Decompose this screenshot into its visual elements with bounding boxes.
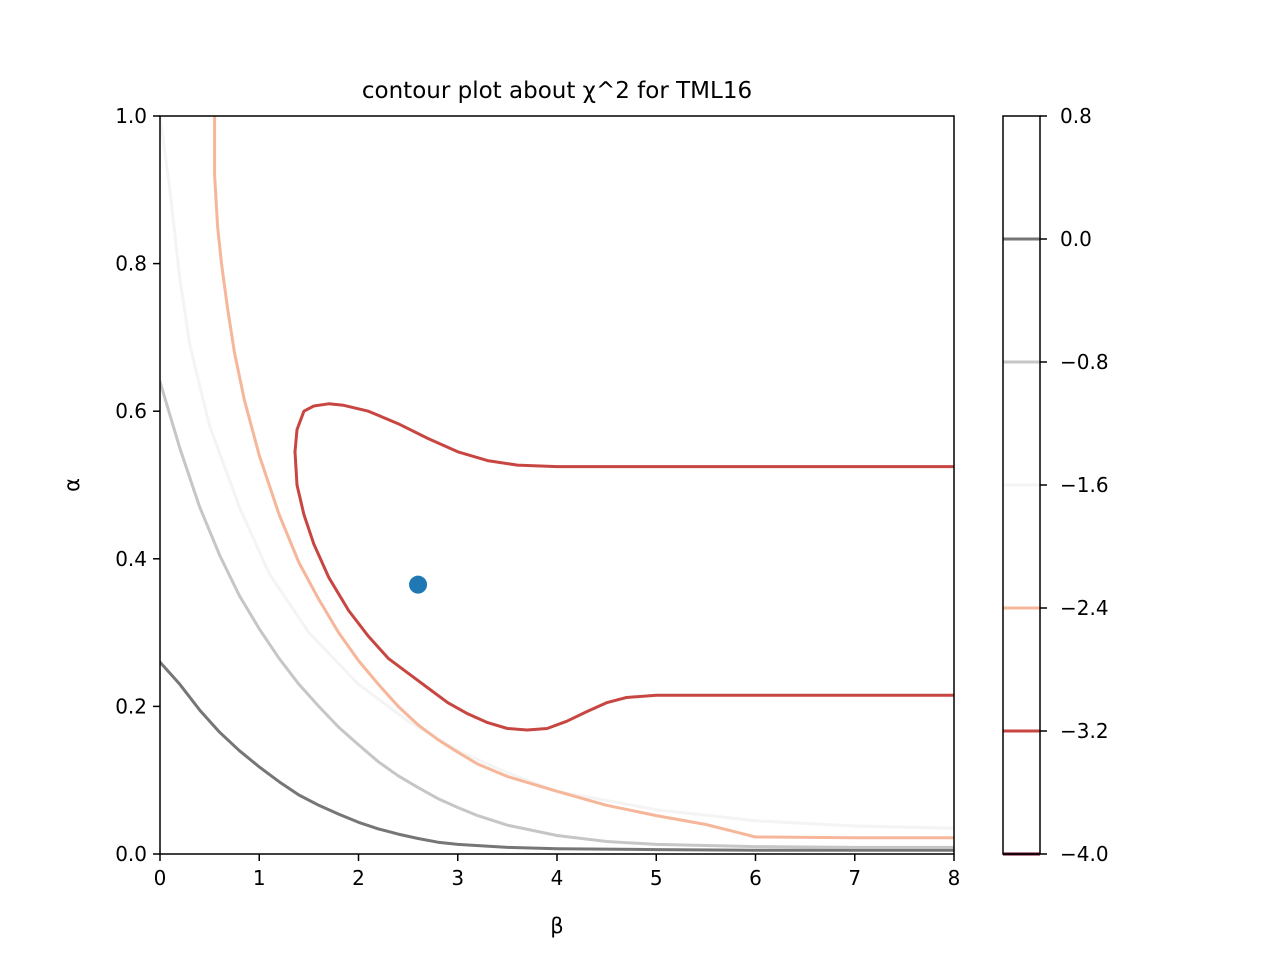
colorbar-tick-label: −0.8 bbox=[1060, 350, 1109, 374]
contour-line-4-0 bbox=[213, 116, 954, 840]
x-tick-label: 0 bbox=[154, 866, 167, 890]
y-axis-label: α bbox=[60, 478, 84, 492]
x-tick-label: 7 bbox=[848, 866, 861, 890]
x-tick-label: 3 bbox=[451, 866, 464, 890]
x-tick-label: 1 bbox=[253, 866, 266, 890]
colorbar-tick-label: −1.6 bbox=[1060, 473, 1109, 497]
y-tick-label: 0.8 bbox=[115, 252, 147, 276]
contour-line-1-0 bbox=[160, 660, 954, 852]
x-tick-label: 8 bbox=[948, 866, 961, 890]
colorbar: 0.8 0.0 −0.8 −1.6 −2.4 −3.2 −4.0 bbox=[1002, 104, 1109, 866]
contour-line-3-0 bbox=[160, 116, 954, 830]
contour-line-5-0 bbox=[293, 402, 954, 732]
y-tick-label: 0.4 bbox=[115, 547, 147, 571]
contour-line-2-0 bbox=[160, 380, 954, 849]
chart-title: contour plot about χ^2 for TML16 bbox=[362, 78, 752, 104]
colorbar-tick-label: 0.8 bbox=[1060, 104, 1092, 128]
plot-area bbox=[159, 115, 955, 855]
x-axis: 0 1 2 3 4 5 6 7 8 bbox=[154, 854, 961, 890]
x-tick-label: 4 bbox=[551, 866, 564, 890]
y-tick-label: 0.2 bbox=[115, 694, 147, 718]
y-tick-label: 0.6 bbox=[115, 399, 147, 423]
colorbar-tick-label: −3.2 bbox=[1060, 719, 1109, 743]
y-tick-label: 0.0 bbox=[115, 842, 147, 866]
colorbar-tick-label: −4.0 bbox=[1060, 842, 1109, 866]
colorbar-tick-label: 0.0 bbox=[1060, 227, 1092, 251]
x-axis-label: β bbox=[550, 914, 563, 938]
best-fit-marker bbox=[409, 575, 428, 594]
y-tick-label: 1.0 bbox=[115, 104, 147, 128]
x-tick-label: 6 bbox=[749, 866, 762, 890]
x-tick-label: 5 bbox=[650, 866, 663, 890]
x-tick-label: 2 bbox=[352, 866, 365, 890]
y-axis: 0.0 0.2 0.4 0.6 0.8 1.0 bbox=[115, 104, 160, 866]
colorbar-tick-label: −2.4 bbox=[1060, 596, 1109, 620]
